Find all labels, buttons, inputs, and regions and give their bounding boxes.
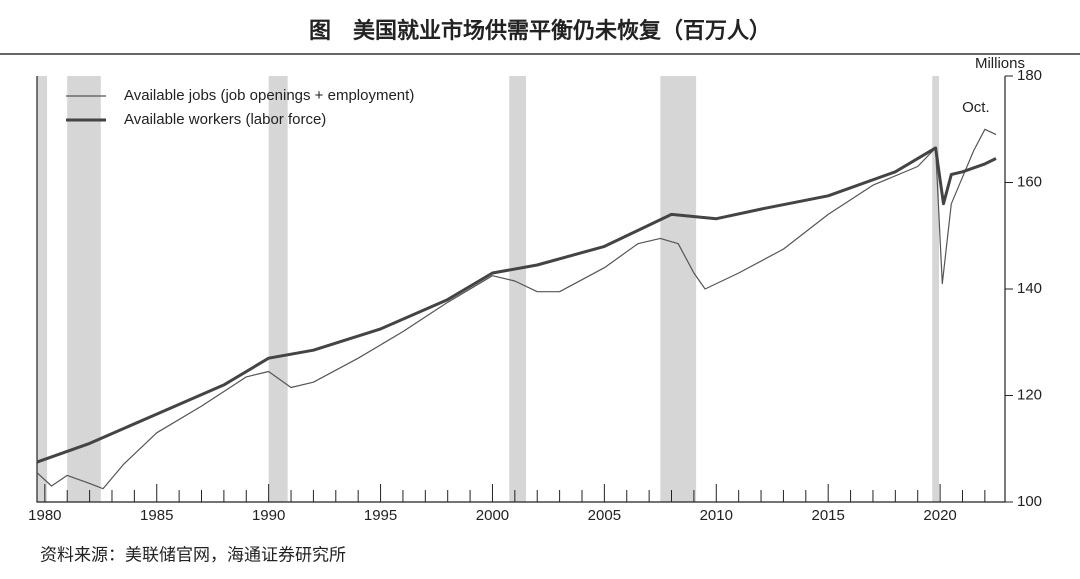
y-tick-label: 120 xyxy=(1017,386,1042,403)
source: 资料来源：美联储官网，海通证券研究所 xyxy=(40,546,346,566)
recession-band xyxy=(37,76,48,502)
x-tick-label: 2015 xyxy=(811,507,844,524)
chart-title: 图 美国就业市场供需平衡仍未恢复（百万人） xyxy=(309,18,771,44)
recession-band xyxy=(67,76,101,502)
x-tick-label: 2005 xyxy=(588,507,621,524)
recession-band xyxy=(509,76,527,502)
x-tick-label: 1985 xyxy=(140,507,173,524)
x-tick-label: 2010 xyxy=(700,507,733,524)
recession-band xyxy=(932,76,939,502)
legend-label: Available workers (labor force) xyxy=(124,111,326,128)
x-tick-label: 2020 xyxy=(923,507,956,524)
y-tick-label: 140 xyxy=(1017,280,1042,297)
x-tick-label: 1995 xyxy=(364,507,397,524)
x-tick-label: 1990 xyxy=(252,507,285,524)
y-tick-label: 160 xyxy=(1017,173,1042,190)
y-unit: Millions xyxy=(975,55,1025,72)
x-tick-label: 1980 xyxy=(28,507,61,524)
legend-label: Available jobs (job openings + employmen… xyxy=(124,87,414,104)
x-tick-label: 2000 xyxy=(476,507,509,524)
series-line xyxy=(36,146,997,464)
y-tick-label: 100 xyxy=(1017,493,1042,510)
recession-band xyxy=(268,76,288,502)
y-tick-label: 180 xyxy=(1017,67,1042,84)
recession-band xyxy=(660,76,697,502)
annotation: Oct. xyxy=(962,99,990,116)
